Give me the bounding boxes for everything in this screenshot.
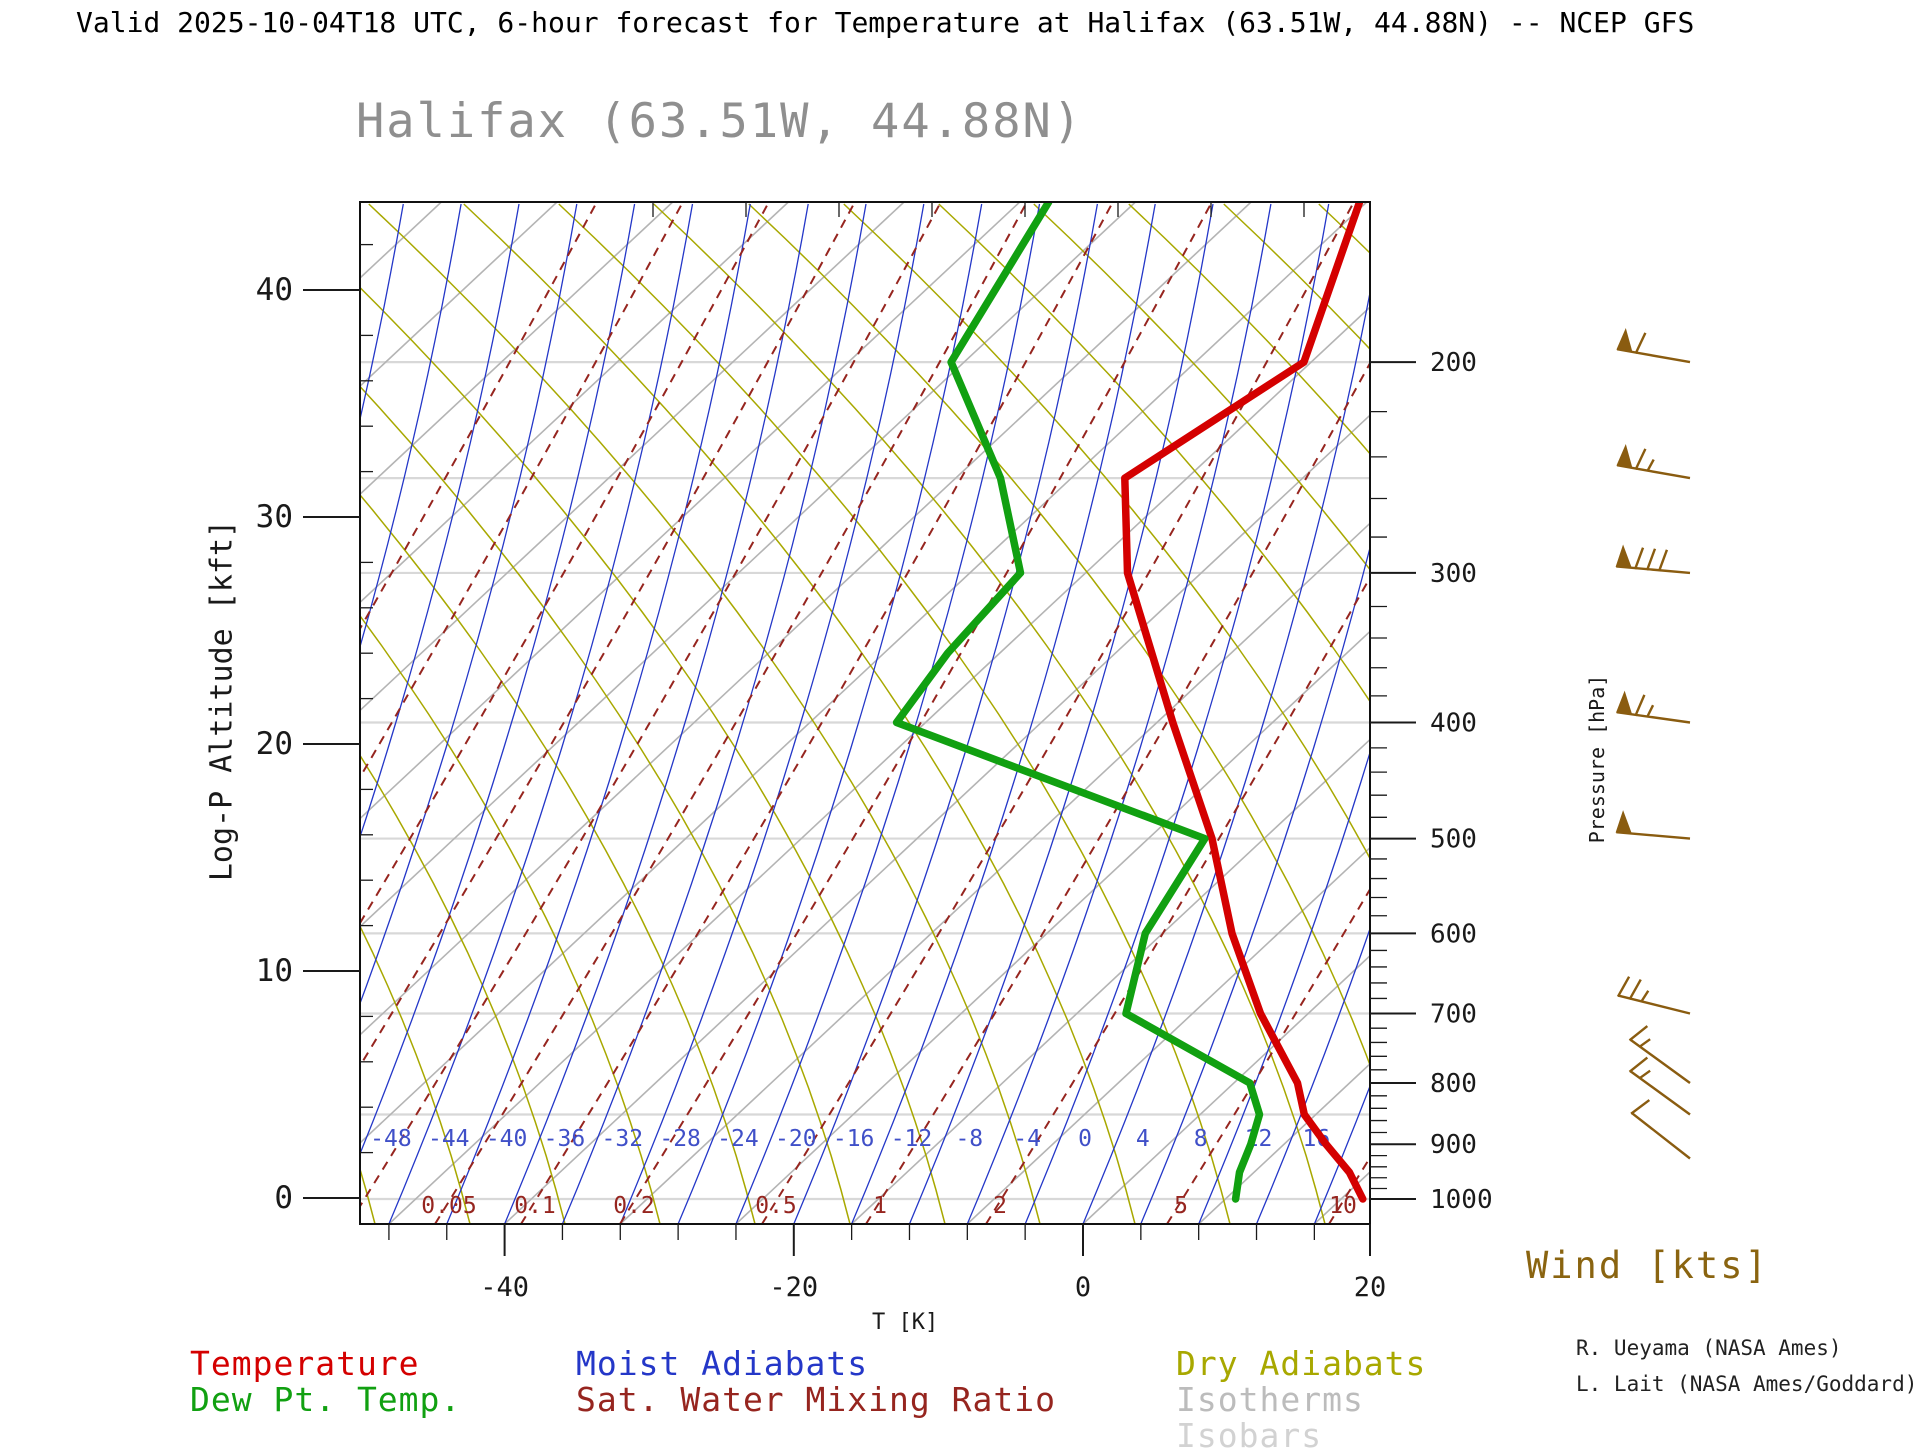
credit-line-2: L. Lait (NASA Ames/Goddard): [1576, 1372, 1918, 1396]
wind-barb: [1628, 1056, 1691, 1116]
temperature-curve: [1121, 202, 1367, 1203]
svg-text:5: 5: [1174, 1193, 1188, 1219]
svg-text:10: 10: [1329, 1193, 1357, 1219]
svg-text:0.05: 0.05: [421, 1193, 476, 1219]
svg-text:600: 600: [1430, 919, 1477, 949]
svg-text:2: 2: [993, 1193, 1007, 1219]
svg-text:200: 200: [1430, 348, 1477, 378]
svg-text:0.2: 0.2: [613, 1193, 655, 1219]
svg-text:300: 300: [1430, 559, 1477, 589]
svg-text:4: 4: [1136, 1126, 1150, 1152]
wind-barb: [1615, 544, 1691, 575]
legend-temperature: Temperature: [190, 1344, 420, 1383]
svg-text:500: 500: [1430, 825, 1477, 855]
legend-isotherms: Isotherms: [1176, 1380, 1364, 1419]
svg-text:0: 0: [1078, 1126, 1092, 1152]
svg-text:-44: -44: [428, 1126, 470, 1152]
legend-moist-adiabats: Moist Adiabats: [576, 1344, 869, 1383]
isotherm-value-labels: -48 -44 -40 -36 -32 -28 -24 -20 -16 -12 -8 -4 0 4 8 12 1…: [370, 1126, 1330, 1152]
wind-units-label: Wind [kts]: [1526, 1244, 1769, 1287]
mixing-ratio-value-labels: 0.05 0.1 0.2 0.5 1 2 5 10: [421, 1193, 1357, 1219]
wind-barb: [1616, 443, 1691, 480]
x-axis-label: T [K]: [872, 1310, 939, 1335]
legend-isobars: Isobars: [1176, 1416, 1323, 1455]
svg-text:0.5: 0.5: [755, 1193, 797, 1219]
svg-text:-8: -8: [955, 1126, 983, 1152]
svg-text:-16: -16: [833, 1126, 875, 1152]
svg-text:-36: -36: [544, 1126, 586, 1152]
axes: [303, 202, 1416, 1256]
plot-background: -48 -44 -40 -36 -32 -28 -24 -20 -16 -12 -8 -4 0 4 8 12 1…: [360, 202, 1370, 1224]
svg-text:-32: -32: [602, 1126, 644, 1152]
svg-text:30: 30: [256, 499, 293, 535]
wind-barbs: [1615, 327, 1691, 1160]
svg-text:-28: -28: [659, 1126, 701, 1152]
svg-text:10: 10: [256, 953, 293, 989]
svg-text:-20: -20: [775, 1126, 817, 1152]
svg-text:-12: -12: [891, 1126, 933, 1152]
wind-barb: [1615, 810, 1691, 840]
svg-text:-20: -20: [769, 1272, 818, 1303]
credit-line-1: R. Ueyama (NASA Ames): [1576, 1336, 1842, 1360]
wind-barb: [1616, 976, 1691, 1015]
legend-sat-water-mixing-ratio: Sat. Water Mixing Ratio: [576, 1380, 1056, 1419]
svg-text:-48: -48: [370, 1126, 412, 1152]
svg-text:0.1: 0.1: [514, 1193, 556, 1219]
svg-text:40: 40: [256, 272, 293, 308]
svg-text:1: 1: [873, 1193, 887, 1219]
chart-title: Halifax (63.51W, 44.88N): [356, 94, 1084, 149]
svg-text:-40: -40: [486, 1126, 528, 1152]
svg-text:400: 400: [1430, 709, 1477, 739]
wind-barb: [1630, 1099, 1691, 1160]
svg-text:20: 20: [1354, 1272, 1387, 1303]
svg-text:0: 0: [1075, 1272, 1091, 1303]
svg-text:-40: -40: [480, 1272, 529, 1303]
svg-text:1000: 1000: [1430, 1185, 1493, 1215]
svg-text:900: 900: [1430, 1130, 1477, 1160]
svg-text:-24: -24: [717, 1126, 759, 1152]
svg-text:800: 800: [1430, 1069, 1477, 1099]
wind-barb: [1616, 690, 1691, 724]
moist-adiabat-lines: [360, 203, 1370, 1224]
legend-dry-adiabats: Dry Adiabats: [1176, 1344, 1427, 1383]
svg-text:20: 20: [256, 726, 293, 762]
pressure-axis-label: Pressure [hPa]: [1585, 674, 1609, 844]
svg-text:0: 0: [274, 1180, 293, 1216]
dewpoint-curve: [892, 202, 1264, 1203]
legend-dewpoint: Dew Pt. Temp.: [190, 1380, 462, 1419]
svg-text:700: 700: [1430, 1000, 1477, 1030]
isobar-lines: [360, 360, 1370, 1201]
wind-barb: [1628, 1025, 1691, 1084]
axis-tick-labels: 0102030402003004005006007008009001000-40…: [256, 272, 1493, 1303]
header-title: Valid 2025-10-04T18 UTC, 6-hour forecast…: [76, 6, 1695, 39]
svg-text:-4: -4: [1013, 1126, 1041, 1152]
wind-barb: [1616, 327, 1691, 364]
svg-text:8: 8: [1194, 1126, 1208, 1152]
plot-border: [359, 201, 1371, 1225]
